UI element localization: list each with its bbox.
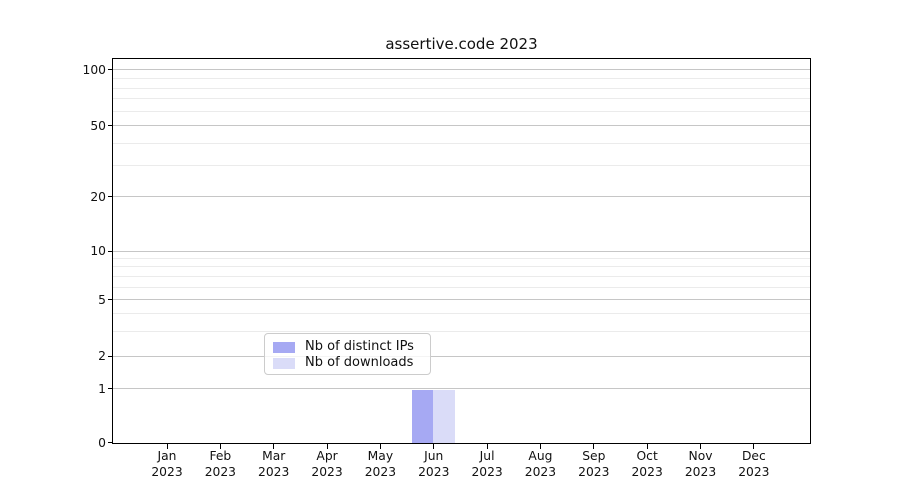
gridline-minor-30 [113,165,810,167]
legend-swatch-distinct-ips [273,341,295,353]
gridline-major-1 [113,388,810,390]
gridline-minor-40 [113,142,810,144]
x-tick-mark-11 [700,444,701,449]
y-tick-mark-20 [107,196,112,198]
y-tick-mark-50 [107,125,112,127]
gridline-major-5 [113,299,810,301]
legend-item-distinct-ips: Nb of distinct IPs [273,339,421,355]
y-tick-mark-100 [107,69,112,71]
legend-swatch-downloads [273,357,295,369]
x-tick-label-jan-2023: Jan 2023 [151,449,183,479]
gridline-major-50 [113,125,810,127]
plot-area [112,58,811,444]
gridline-major-2 [113,355,810,357]
bar-nb-of-distinct-ips-jun-2023 [411,389,434,443]
x-tick-mark-3 [273,444,275,449]
y-tick-label-2: 2 [98,349,106,364]
x-tick-mark-4 [326,444,328,449]
x-tick-label-sep-2023: Sep 2023 [578,449,610,479]
gridline-minor-70 [113,98,810,100]
x-tick-mark-8 [539,444,541,449]
y-tick-mark-2 [107,355,112,357]
gridline-major-100 [113,69,810,71]
x-tick-label-aug-2023: Aug 2023 [524,449,557,479]
x-tick-mark-10 [646,444,648,449]
y-tick-label-10: 10 [90,244,106,258]
y-tick-label-0: 0 [98,435,106,450]
gridline-minor-90 [113,78,810,79]
x-tick-mark-9 [593,444,595,449]
gridline-major-20 [113,196,810,198]
legend-item-downloads: Nb of downloads [273,355,421,371]
gridline-major-10 [113,250,810,252]
x-tick-label-jul-2023: Jul 2023 [471,449,503,479]
gridline-minor-4 [113,313,810,315]
y-tick-label-1: 1 [98,381,106,396]
gridline-minor-60 [113,110,810,112]
x-tick-label-mar-2023: Mar 2023 [258,449,290,479]
legend-label-downloads: Nb of downloads [305,355,414,370]
x-tick-label-nov-2023: Nov 2023 [684,449,717,479]
y-tick-label-50: 50 [90,118,106,133]
y-tick-mark-5 [107,299,112,301]
x-tick-mark-7 [486,444,488,449]
gridline-minor-80 [113,87,810,89]
legend: Nb of distinct IPs Nb of downloads [264,333,431,375]
gridline-minor-7 [113,275,810,277]
legend-label-distinct-ips: Nb of distinct IPs [305,339,414,354]
bar-nb-of-downloads-jun-2023 [433,389,455,443]
y-tick-mark-10 [107,250,112,252]
x-tick-label-apr-2023: Apr 2023 [311,449,343,479]
gridline-minor-8 [113,266,810,268]
y-tick-label-5: 5 [98,292,106,307]
x-tick-label-feb-2023: Feb 2023 [204,449,236,479]
chart-title: assertive.code 2023 [385,35,538,53]
y-tick-label-20: 20 [90,189,106,204]
x-tick-mark-6 [433,444,435,449]
x-tick-label-jun-2023: Jun 2023 [418,449,450,479]
y-tick-mark-0 [107,442,112,443]
y-tick-mark-1 [107,388,112,390]
x-tick-label-may-2023: May 2023 [364,449,397,479]
y-tick-label-100: 100 [82,62,106,77]
x-tick-mark-12 [753,444,755,449]
x-tick-label-oct-2023: Oct 2023 [631,449,663,479]
x-tick-mark-2 [219,444,221,449]
x-tick-mark-5 [379,444,381,449]
x-tick-mark-1 [166,444,168,449]
gridline-minor-9 [113,257,810,259]
gridline-minor-6 [113,286,810,288]
x-tick-label-dec-2023: Dec 2023 [738,449,770,479]
gridline-minor-3 [113,330,810,332]
